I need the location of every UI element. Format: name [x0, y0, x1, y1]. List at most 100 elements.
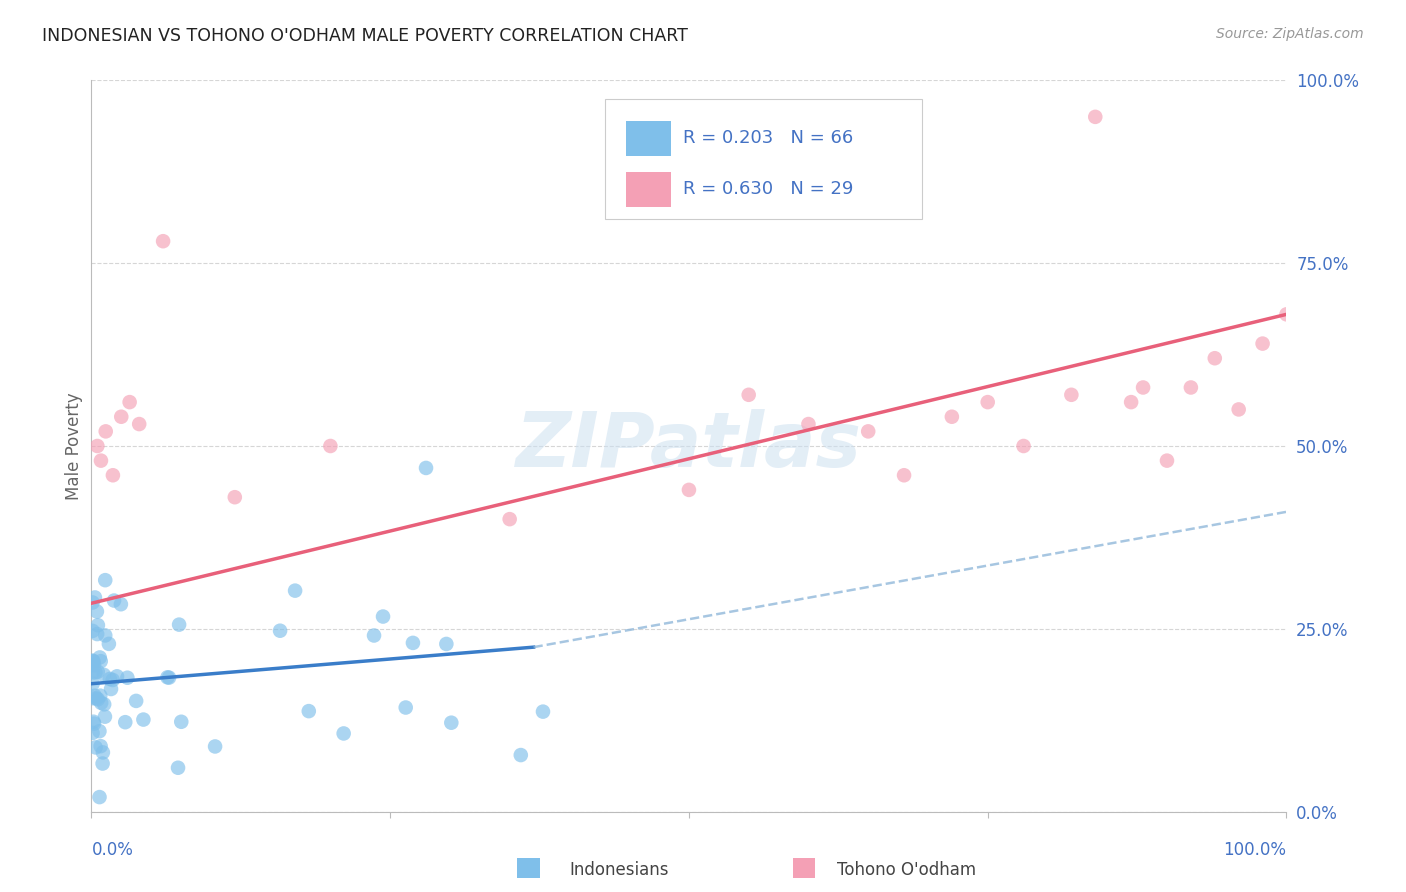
Point [1132, 380, 1154, 394]
Point [89, 724, 111, 739]
Point [117, 671, 139, 685]
Point [103, 593, 125, 607]
Text: R = 0.203   N = 66: R = 0.203 N = 66 [683, 129, 853, 147]
Point [128, 417, 150, 431]
Point [89, 650, 111, 665]
Point [91, 756, 114, 771]
Point [114, 715, 136, 730]
Point [298, 704, 321, 718]
Point [363, 628, 385, 642]
Point [1060, 388, 1083, 402]
Point [284, 583, 307, 598]
Point [371, 609, 394, 624]
Point [100, 681, 122, 696]
Point [83, 716, 105, 731]
Point [94, 573, 117, 587]
Point [509, 747, 531, 762]
Point [87, 665, 110, 679]
Point [90, 453, 112, 467]
Point [1275, 307, 1298, 321]
Point [84, 591, 107, 605]
Point [86, 439, 108, 453]
Point [156, 670, 179, 684]
Point [1251, 336, 1274, 351]
Point [797, 417, 820, 431]
Point [1180, 380, 1202, 394]
Point [1204, 351, 1226, 366]
Point [893, 468, 915, 483]
Point [82, 726, 104, 740]
Point [83, 714, 105, 729]
Point [87, 618, 110, 632]
Point [531, 705, 554, 719]
Point [97, 637, 120, 651]
Point [941, 409, 963, 424]
Point [132, 713, 155, 727]
Point [82, 655, 104, 669]
Y-axis label: Male Poverty: Male Poverty [65, 392, 83, 500]
Point [82, 676, 104, 690]
Text: Tohono O'odham: Tohono O'odham [838, 861, 976, 879]
Point [167, 617, 190, 632]
Point [94, 425, 117, 439]
Point [125, 694, 148, 708]
Point [82, 595, 104, 609]
Bar [626, 171, 671, 207]
Point [167, 761, 190, 775]
Point [82, 665, 104, 680]
Point [856, 425, 880, 439]
Point [90, 739, 112, 754]
Point [1084, 110, 1107, 124]
Point [976, 395, 998, 409]
Point [82, 654, 104, 668]
Point [105, 669, 128, 683]
Point [93, 698, 115, 712]
Text: INDONESIAN VS TOHONO O'ODHAM MALE POVERTY CORRELATION CHART: INDONESIAN VS TOHONO O'ODHAM MALE POVERT… [42, 27, 688, 45]
Point [224, 490, 246, 504]
Point [90, 654, 112, 668]
Bar [626, 120, 671, 155]
Point [157, 671, 180, 685]
Point [87, 692, 110, 706]
Point [118, 395, 141, 409]
Point [83, 658, 105, 673]
FancyBboxPatch shape [605, 99, 922, 219]
Point [91, 746, 114, 760]
Point [152, 234, 174, 248]
Point [84, 740, 107, 755]
Point [1012, 439, 1035, 453]
Point [1227, 402, 1250, 417]
Point [170, 714, 193, 729]
Point [440, 715, 463, 730]
Point [98, 672, 121, 686]
Point [90, 696, 112, 710]
Point [82, 691, 104, 706]
Point [93, 668, 115, 682]
Point [82, 654, 104, 668]
Point [89, 689, 111, 703]
Point [94, 709, 117, 723]
Text: R = 0.630   N = 29: R = 0.630 N = 29 [683, 180, 853, 198]
Point [110, 597, 132, 611]
Point [434, 637, 457, 651]
Text: ZIPatlas: ZIPatlas [516, 409, 862, 483]
Point [101, 673, 124, 687]
Point [415, 461, 437, 475]
Point [86, 627, 108, 641]
Point [678, 483, 700, 497]
Point [319, 439, 342, 453]
Text: 0.0%: 0.0% [91, 841, 134, 859]
Point [204, 739, 226, 754]
Point [402, 636, 425, 650]
Point [498, 512, 520, 526]
Point [332, 726, 354, 740]
Point [83, 689, 105, 703]
Point [94, 628, 117, 642]
Text: 100.0%: 100.0% [1223, 841, 1286, 859]
Point [1119, 395, 1142, 409]
Point [84, 665, 107, 680]
Point [101, 468, 124, 483]
Point [737, 388, 759, 402]
Point [1156, 453, 1178, 467]
Text: Source: ZipAtlas.com: Source: ZipAtlas.com [1216, 27, 1364, 41]
